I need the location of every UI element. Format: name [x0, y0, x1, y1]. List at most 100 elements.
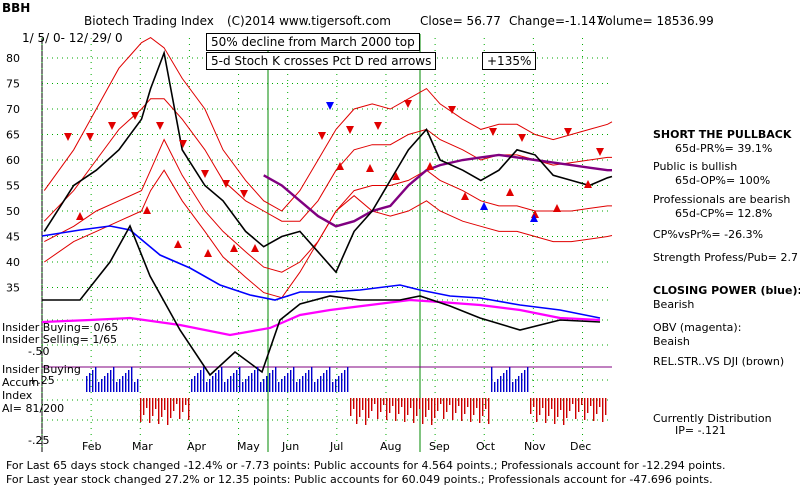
y-tick-70: 70 [6, 103, 20, 116]
x-tick-apr: Apr [187, 440, 207, 453]
hist-bar [569, 398, 571, 411]
sell-arrow [240, 190, 248, 198]
price-line [43, 49, 613, 274]
hist-bar [230, 376, 232, 392]
right-line-5: Professionals are bearish [653, 193, 791, 206]
grid-lines [41, 34, 612, 452]
indicator-lines [41, 224, 601, 377]
hist-bar [599, 398, 601, 407]
hist-bar [224, 382, 226, 392]
right-line-7: CP%vsPr%= -26.3% [653, 228, 764, 241]
hist-bar [563, 398, 565, 425]
ticker-label: BBH [2, 1, 31, 15]
hist-bar [572, 398, 574, 404]
hist-bar [263, 379, 265, 392]
hist-bar [536, 398, 538, 422]
right-line-2: 65d-PR%= 39.1% [675, 142, 773, 155]
hist-bar [227, 379, 229, 392]
change-label: Change=-1.147 [509, 14, 604, 28]
x-tick-jul: Jul [329, 440, 343, 453]
hist-bar [89, 373, 91, 392]
sell-arrow [346, 126, 354, 134]
hist-bar [314, 382, 316, 392]
relative-strength-line [42, 224, 601, 377]
blue-arrow [480, 202, 488, 210]
annotation-decline: 50% decline from March 2000 top [206, 33, 420, 51]
series-lower-band [44, 169, 613, 299]
hist-bar [164, 398, 166, 410]
hist-bar [488, 398, 490, 424]
hist-bar [242, 382, 244, 392]
hist-bar [455, 398, 457, 413]
hist-bar [215, 373, 217, 392]
hist-bar [578, 398, 580, 412]
hist-bar [311, 367, 313, 392]
sell-arrow [179, 140, 187, 148]
right-line-13: REL.STR..VS DJI (brown) [653, 355, 785, 368]
hist-bar [494, 382, 496, 392]
hist-bar [128, 370, 130, 392]
hist-bar [86, 376, 88, 392]
hist-bar [482, 398, 484, 416]
blue-arrow [326, 102, 334, 110]
right-line-11: OBV (magenta): [653, 321, 742, 334]
sell-arrow [448, 106, 456, 114]
signal-arrows [64, 100, 604, 257]
hist-bar [434, 398, 436, 418]
buy-arrow [174, 240, 182, 248]
hist-bar [320, 376, 322, 392]
hist-bar [581, 398, 583, 405]
hist-bar [302, 376, 304, 392]
y-tick-60: 60 [6, 154, 20, 167]
x-tick-mar: Mar [132, 440, 153, 453]
hist-bar [398, 398, 400, 414]
y-tick-55: 55 [6, 180, 20, 193]
annotation-stoch: 5-d Stoch K crosses Pct D red arrows [206, 52, 437, 70]
hist-bar [548, 398, 550, 416]
hist-bar [245, 379, 247, 392]
hist-bar [425, 398, 427, 417]
x-tick-jun: Jun [281, 440, 299, 453]
hist-bar [515, 379, 517, 392]
series-close [43, 49, 613, 274]
right-line-10: Bearish [653, 298, 695, 311]
hist-bar [392, 398, 394, 406]
hist-bar [518, 376, 520, 392]
hist-bar [284, 376, 286, 392]
buy-arrow [336, 162, 344, 170]
hist-bar [503, 373, 505, 392]
right-line-14: Currently Distribution [653, 412, 772, 425]
right-line-9: CLOSING POWER (blue): [653, 284, 800, 297]
hist-bar [419, 398, 421, 409]
x-tick-sep: Sep [429, 440, 450, 453]
hist-bar [365, 398, 367, 425]
hist-bar [353, 398, 355, 409]
hist-bar [248, 376, 250, 392]
sell-arrow [201, 170, 209, 178]
hist-bar [542, 398, 544, 408]
y-tick-65: 65 [6, 129, 20, 142]
right-line-15: IP= -.121 [675, 424, 727, 437]
hist-bar [437, 398, 439, 411]
hist-bar [95, 367, 97, 392]
hist-bar [467, 398, 469, 407]
hist-bar [176, 398, 178, 404]
hist-bar [416, 398, 418, 416]
hist-bar [605, 398, 607, 415]
hist-bar [584, 398, 586, 420]
sell-arrow [318, 132, 326, 140]
hist-bar [206, 382, 208, 392]
sell-arrow [156, 122, 164, 130]
hist-bar [203, 367, 205, 392]
hist-bar [470, 398, 472, 422]
hist-bar [587, 398, 589, 413]
source-label: (C)2014 www.tigersoft.com [227, 14, 391, 28]
hist-bar [188, 398, 190, 420]
hist-bar [350, 398, 352, 416]
hist-bar [446, 398, 448, 412]
hist-bar [185, 398, 187, 405]
hist-bar [539, 398, 541, 415]
date-range-label: 1/ 5/ 0- 12/ 29/ 0 [22, 31, 123, 45]
